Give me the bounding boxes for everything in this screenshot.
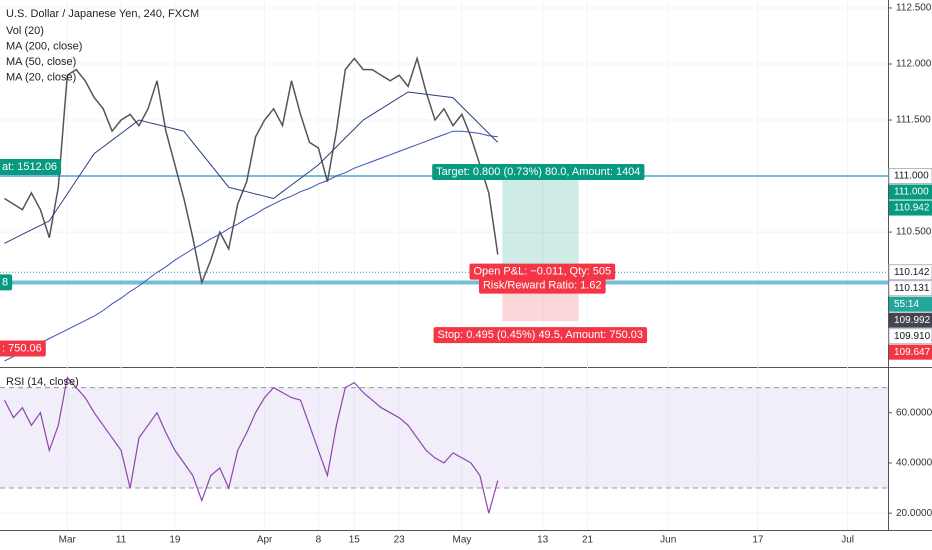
x-tick-label: May — [452, 535, 471, 546]
ma-line — [4, 91, 499, 244]
indicator-label: MA (20, close) — [6, 71, 76, 83]
x-tick-label: 8 — [316, 535, 322, 546]
target-label-bg — [432, 163, 645, 180]
price-badge — [889, 296, 932, 312]
price-badge-label: 109.910 — [894, 331, 931, 342]
rsi-pane — [0, 376, 888, 514]
left-label: at: 1512.06 — [2, 161, 57, 173]
price-badge-label: 110.942 — [894, 203, 930, 214]
price-badge-label: 111.000 — [894, 171, 929, 182]
price-badge — [889, 184, 932, 200]
x-tick-label: 11 — [116, 535, 127, 546]
price-badge — [888, 280, 932, 297]
x-tick-label: Mar — [59, 535, 77, 546]
target-label: Target: 0.800 (0.73%) 80.0, Amount: 1404 — [436, 166, 640, 178]
rsi-band — [0, 387, 888, 489]
stop-label-bg — [433, 327, 648, 344]
rsi-line — [3, 376, 499, 514]
y-tick-label: 111.500 — [896, 115, 931, 126]
price-badge — [888, 328, 932, 345]
x-tick-label: Jun — [660, 535, 676, 546]
target-zone — [502, 176, 579, 266]
rr-label-bg — [478, 277, 606, 294]
x-tick-label: 23 — [394, 535, 406, 546]
overlay: Mar 11 19 Apr 8 15 23 May 13 21 Jun 17 Jul 112.500 112… — [0, 3, 932, 546]
y-tick-label: 112.500 — [896, 3, 932, 14]
left-label: 8 — [2, 276, 8, 288]
price-badge-label: 55:14 — [894, 299, 919, 310]
ma-line — [4, 130, 498, 362]
left-label-bg — [0, 274, 13, 291]
rsi-title: RSI (14, close) — [6, 376, 79, 388]
y-tick-label: 60.0000 — [896, 407, 932, 418]
price-badge — [889, 312, 932, 328]
header-title: U.S. Dollar / Japanese Yen, 240, FXCM — [6, 8, 199, 20]
y-tick-label: 40.0000 — [896, 458, 932, 469]
y-tick-label: 112.000 — [896, 59, 932, 70]
price-badge-label: 109.992 — [894, 315, 931, 326]
x-tick-label: Jul — [841, 535, 854, 546]
price-badge — [888, 264, 932, 281]
price-badge — [888, 168, 932, 185]
price-badge-label: 110.142 — [894, 267, 930, 278]
y-tick-label: 20.0000 — [896, 508, 932, 519]
stop-label: Stop: 0.495 (0.45%) 49.5, Amount: 750.03 — [438, 329, 643, 341]
price-badge-label: 110.131 — [894, 283, 930, 294]
x-tick-label: 19 — [169, 535, 181, 546]
indicator-label: MA (200, close) — [6, 40, 82, 52]
x-tick-label: 13 — [537, 535, 549, 546]
x-tick-label: 15 — [349, 535, 361, 546]
x-tick-label: 17 — [752, 535, 764, 546]
left-label-bg — [0, 158, 62, 175]
y-tick-label: 110.500 — [896, 227, 932, 238]
price-badge-label: 111.000 — [894, 187, 929, 198]
indicator-label: MA (50, close) — [6, 56, 76, 68]
left-label-bg — [0, 340, 46, 357]
price-badge — [889, 200, 932, 216]
left-label: : 750.06 — [2, 343, 42, 355]
x-tick-label: Apr — [257, 535, 273, 546]
x-tick-label: 21 — [582, 535, 594, 546]
pnl-label: Open P&L: −0.011, Qty: 505 — [473, 266, 611, 278]
price-badge-label: 109.647 — [894, 347, 931, 358]
price-badge — [889, 344, 932, 360]
price-line — [4, 55, 499, 286]
main-pane — [0, 0, 932, 531]
pnl-label-bg — [469, 263, 616, 280]
indicator-label: Vol (20) — [6, 25, 44, 37]
rr-label: Risk/Reward Ratio: 1.62 — [483, 280, 602, 292]
